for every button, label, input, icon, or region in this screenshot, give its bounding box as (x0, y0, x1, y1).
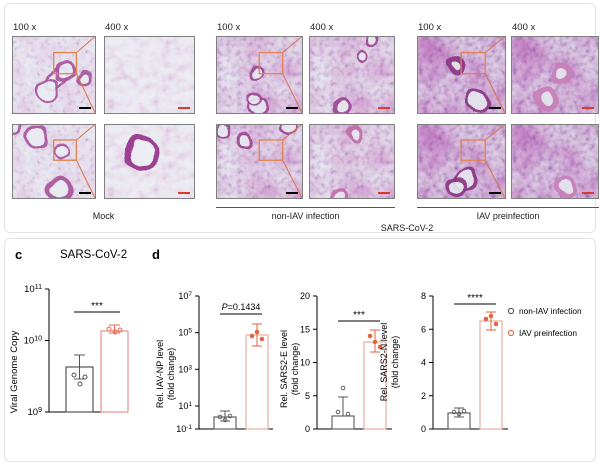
svg-text:107: 107 (178, 291, 192, 302)
svg-text:0: 0 (305, 424, 310, 434)
svg-text:2: 2 (421, 391, 426, 401)
svg-text:1011: 1011 (24, 284, 42, 296)
svg-text:109: 109 (28, 407, 43, 419)
svg-text:Rel. SARS2-E level: Rel. SARS2-E level (279, 330, 289, 408)
svg-text:(fold change): (fold change) (166, 348, 176, 401)
svg-text:non-IAV infection: non-IAV infection (519, 306, 582, 316)
svg-text:6: 6 (421, 324, 426, 334)
svg-text:0: 0 (421, 424, 426, 434)
svg-text:8: 8 (421, 291, 426, 301)
svg-text:****: **** (467, 293, 483, 304)
svg-text:101: 101 (178, 401, 192, 412)
svg-text:Viral Genome Copy: Viral Genome Copy (9, 330, 20, 413)
svg-text:1010: 1010 (24, 335, 42, 347)
svg-text:***: *** (353, 310, 365, 321)
svg-text:P=0.1434: P=0.1434 (222, 302, 261, 312)
svg-text:4: 4 (421, 358, 426, 368)
svg-text:IAV preinfection: IAV preinfection (519, 328, 577, 338)
svg-text:105: 105 (178, 327, 192, 338)
svg-text:***: *** (91, 301, 103, 312)
svg-text:Rel. SARS2-N level: Rel. SARS2-N level (379, 323, 389, 402)
svg-text:15: 15 (300, 324, 310, 334)
svg-text:10: 10 (300, 358, 310, 368)
svg-text:5: 5 (305, 391, 310, 401)
svg-text:20: 20 (300, 291, 310, 301)
svg-text:103: 103 (178, 364, 192, 375)
svg-text:(fold change): (fold change) (390, 336, 400, 389)
svg-text:Rel. IAV-NP level: Rel. IAV-NP level (155, 340, 165, 408)
svg-text:(fold change): (fold change) (290, 343, 300, 396)
svg-text:10-1: 10-1 (176, 424, 192, 435)
